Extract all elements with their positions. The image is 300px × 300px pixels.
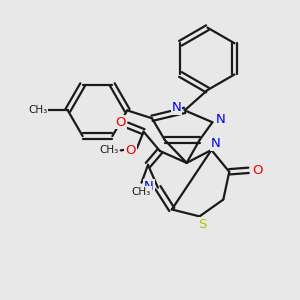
Text: O: O [252,164,263,177]
Text: CH₃: CH₃ [28,105,48,116]
Text: N: N [144,180,154,193]
Text: N: N [216,113,226,126]
Text: N: N [172,101,181,114]
Text: CH₃: CH₃ [132,187,151,196]
Text: S: S [198,218,207,231]
Text: N: N [211,137,221,150]
Text: O: O [125,144,136,157]
Text: CH₃: CH₃ [99,146,119,155]
Text: O: O [116,116,126,129]
